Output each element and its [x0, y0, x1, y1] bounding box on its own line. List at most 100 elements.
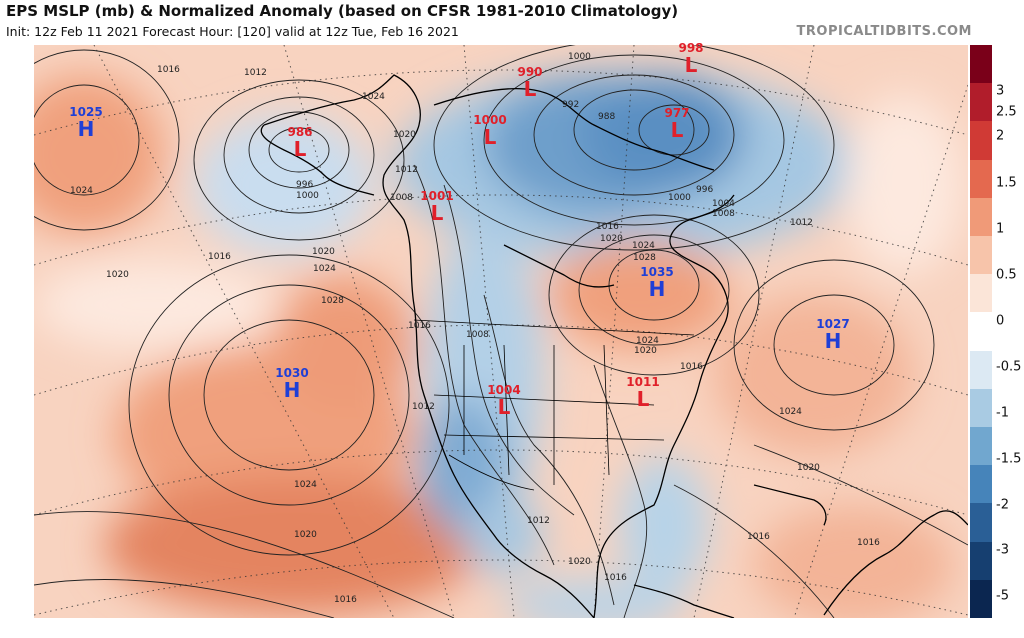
isobar-label: 1008 — [712, 209, 735, 219]
pressure-value: 977 — [664, 106, 690, 120]
isobar-label: 1000 — [668, 193, 691, 203]
pressure-letter: L — [636, 387, 650, 411]
pressure-value: 1001 — [420, 189, 454, 203]
colorbar-label: -1.5 — [996, 451, 1022, 467]
pressure-value: 1004 — [487, 383, 521, 397]
colorbar-label: -0.5 — [996, 359, 1022, 375]
isobar-label: 1028 — [633, 253, 656, 263]
colorbar-label: 1.5 — [996, 175, 1017, 191]
isobar-label: 1016 — [596, 222, 619, 232]
colorbar-segment — [970, 541, 992, 581]
colorbar-segment — [970, 350, 992, 390]
low-pressure-center: 1011 L — [623, 375, 663, 411]
high-pressure-center: 1035 H — [637, 265, 677, 300]
weather-map — [34, 45, 968, 618]
isobar-label: 1020 — [294, 530, 317, 540]
isobar-label: 1024 — [70, 186, 93, 196]
low-pressure-center: 1001 L — [417, 189, 457, 225]
isobar-label: 992 — [562, 100, 580, 110]
colorbar-segment — [970, 45, 992, 84]
colorbar-segment — [970, 159, 992, 199]
isobar-label: 1004 — [712, 199, 735, 209]
isobar-label: 1024 — [362, 92, 385, 102]
isobar-label: 1016 — [408, 321, 431, 331]
colorbar-label: 1 — [996, 221, 1005, 237]
isobar-label: 1012 — [244, 68, 267, 78]
isobar-label: 1012 — [790, 218, 813, 228]
isobar-label: 1020 — [312, 247, 335, 257]
pressure-value: 1027 — [816, 317, 850, 331]
pressure-letter: H — [824, 329, 842, 353]
colorbar-segment — [970, 503, 992, 543]
pressure-letter: L — [483, 125, 497, 149]
pressure-value: 1030 — [275, 366, 309, 380]
isobar-label: 1020 — [797, 463, 820, 473]
colorbar-segment — [970, 121, 992, 161]
anomaly-field — [34, 70, 964, 618]
pressure-letter: L — [293, 137, 307, 161]
isobar-label: 1020 — [600, 234, 623, 244]
isobars — [34, 45, 968, 618]
colorbar-label: 3 — [996, 83, 1005, 99]
isobar-label: 1016 — [208, 252, 231, 262]
colorbar-label: 0.5 — [996, 267, 1017, 283]
isobar-label: 1016 — [857, 538, 880, 548]
isobar-label: 1012 — [527, 516, 550, 526]
map-title: EPS MSLP (mb) & Normalized Anomaly (base… — [6, 2, 679, 20]
pressure-letter: H — [77, 117, 95, 141]
pressure-value: 1011 — [626, 375, 660, 389]
colorbar-segment — [970, 312, 992, 352]
pressure-letter: L — [670, 118, 684, 142]
isobar-label: 1008 — [466, 330, 489, 340]
isobar-label: 1016 — [334, 595, 357, 605]
colorbar-segment — [970, 83, 992, 122]
isobar-label: 1016 — [747, 532, 770, 542]
borders — [413, 319, 695, 491]
isobar-label: 1020 — [568, 557, 591, 567]
pressure-letter: L — [684, 53, 698, 77]
colorbar-label: -1 — [996, 405, 1009, 421]
low-pressure-center: 1004 L — [484, 383, 524, 418]
isobar-label: 1012 — [395, 165, 418, 175]
colorbar-segment — [970, 427, 992, 466]
pressure-value: 998 — [678, 41, 704, 55]
pressure-value: 1025 — [69, 105, 103, 119]
isobar-label: 1020 — [393, 130, 416, 140]
colorbar-segment — [970, 236, 992, 275]
colorbar-label: -3 — [996, 542, 1009, 558]
low-pressure-center: 990 L — [510, 65, 550, 100]
isobar-label: 1016 — [680, 362, 703, 372]
isobar-label: 1024 — [779, 407, 802, 417]
isobar-label: 988 — [598, 112, 616, 122]
pressure-value: 1000 — [473, 113, 507, 127]
pressure-value: 986 — [287, 125, 313, 139]
isobar-label: 996 — [296, 180, 314, 190]
pressure-value: 1035 — [640, 265, 674, 279]
isobar-label: 1000 — [568, 52, 591, 62]
isobar-label: 1016 — [604, 573, 627, 583]
isobar-label: 1000 — [296, 191, 319, 201]
high-pressure-center: 1025 H — [66, 105, 106, 141]
colorbar-segment — [970, 388, 992, 428]
colorbar-label: -5 — [996, 588, 1009, 604]
map-subtitle: Init: 12z Feb 11 2021 Forecast Hour: [12… — [6, 24, 459, 39]
isobar-label: 1024 — [313, 264, 336, 274]
isobar-label: 1020 — [634, 346, 657, 356]
pressure-value: 990 — [517, 65, 543, 79]
isobar-label: 1008 — [390, 193, 413, 203]
isobar-label: 1024 — [294, 480, 317, 490]
isobar-label: 1024 — [636, 336, 659, 346]
pressure-letter: L — [430, 201, 444, 225]
site-credit: TROPICALTIDBITS.COM — [796, 24, 972, 39]
colorbar-segment — [970, 579, 992, 619]
low-pressure-center: 986 L — [280, 125, 320, 161]
pressure-letter: H — [283, 378, 301, 402]
isobar-label: 1020 — [106, 270, 129, 280]
isobar-label: 1028 — [321, 296, 344, 306]
colorbar-segment — [970, 274, 992, 313]
isobar-label: 1016 — [157, 65, 180, 75]
colorbar-label: -2 — [996, 497, 1009, 513]
high-pressure-center: 1027 H — [813, 317, 853, 353]
isobar-label: 1024 — [632, 241, 655, 251]
colorbar-label: 2.5 — [996, 104, 1017, 120]
